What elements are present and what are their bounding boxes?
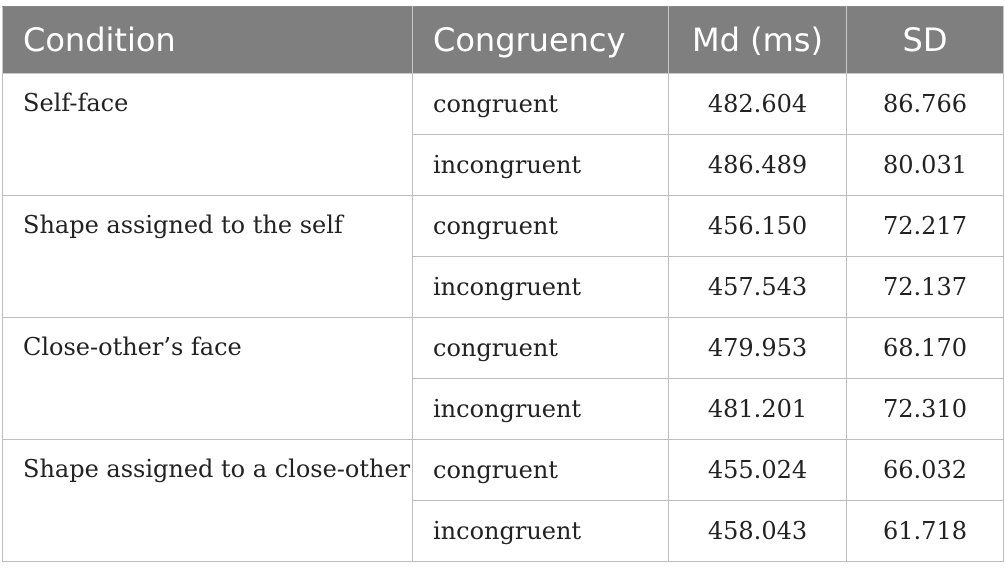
sd-cell: 72.310 [846,378,1004,440]
condition-cell: Self-face [2,73,413,196]
md-cell: 458.043 [668,500,847,562]
table-row: Self-face congruent 482.604 86.766 [2,73,1004,196]
table-header: Condition Congruency Md (ms) SD [2,6,1004,74]
sd-cell: 80.031 [846,134,1004,196]
condition-cell: Shape assigned to a close-other [2,439,413,562]
congruency-cell: incongruent [412,378,669,440]
congruency-cell: congruent [412,195,669,257]
condition-cell: Close-other’s face [2,317,413,440]
header-condition: Condition [2,6,413,74]
sd-cell: 86.766 [846,73,1004,135]
header-sd: SD [846,6,1004,74]
congruency-cell: congruent [412,317,669,379]
sd-cell: 72.217 [846,195,1004,257]
condition-cell: Shape assigned to the self [2,195,413,318]
sd-cell: 61.718 [846,500,1004,562]
congruency-cell: congruent [412,439,669,501]
header-congruency: Congruency [412,6,669,74]
sd-cell: 66.032 [846,439,1004,501]
md-cell: 482.604 [668,73,847,135]
header-md: Md (ms) [668,6,847,74]
md-cell: 479.953 [668,317,847,379]
md-cell: 481.201 [668,378,847,440]
md-cell: 456.150 [668,195,847,257]
sd-cell: 72.137 [846,256,1004,318]
table-row: Shape assigned to the self congruent 456… [2,195,1004,318]
md-cell: 455.024 [668,439,847,501]
table-row: incongruent 458.043 61.718 [3,500,1004,562]
congruency-cell: congruent [412,73,669,135]
results-table: Condition Congruency Md (ms) SD Self-fac… [2,6,1004,562]
md-cell: 486.489 [668,134,847,196]
table-row: incongruent 486.489 80.031 [3,134,1004,196]
md-cell: 457.543 [668,256,847,318]
sd-cell: 68.170 [846,317,1004,379]
congruency-cell: incongruent [412,134,669,196]
congruency-cell: incongruent [412,256,669,318]
table-row: Close-other’s face congruent 479.953 68.… [2,317,1004,440]
table-body: Self-face congruent 482.604 86.766 incon… [2,73,1004,562]
table-row: Shape assigned to a close-other congruen… [2,439,1004,562]
congruency-cell: incongruent [412,500,669,562]
header-row: Condition Congruency Md (ms) SD [2,6,1004,74]
